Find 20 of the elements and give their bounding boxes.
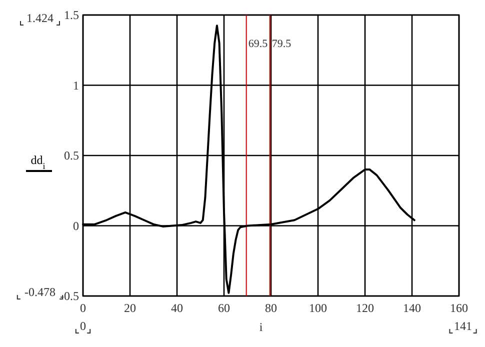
- x-tick-label: 60: [218, 301, 230, 315]
- y-tick-label: 1.5: [64, 8, 79, 22]
- x-tick-label: 160: [450, 301, 468, 315]
- y-tick-label: -0.5: [60, 289, 79, 303]
- ref-line-label: 79.5: [272, 38, 292, 50]
- x-tick-label: 100: [309, 301, 327, 315]
- text: 141: [454, 319, 472, 333]
- x-tick-label: 140: [403, 301, 421, 315]
- text: dd$_{i}$: [30, 153, 46, 171]
- text: 1.424: [26, 11, 54, 25]
- y-tick-label: 0.5: [64, 148, 79, 162]
- ref-line-label: 69.5: [248, 38, 268, 50]
- x-tick-label: 20: [124, 301, 136, 315]
- x-tick-label: 80: [265, 301, 277, 315]
- x-tick-label: 40: [171, 301, 183, 315]
- y-tick-label: 0: [73, 218, 79, 233]
- x-tick-label: 120: [356, 301, 374, 315]
- x-axis-title: i: [259, 320, 264, 334]
- y-tick-label: 1: [73, 78, 79, 92]
- text: -0.478: [24, 285, 56, 299]
